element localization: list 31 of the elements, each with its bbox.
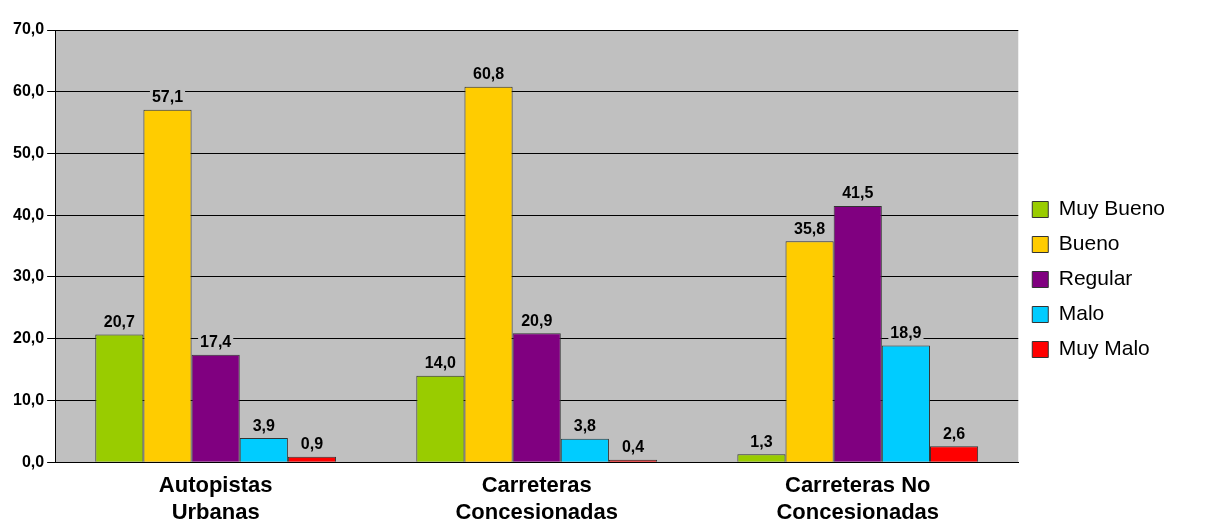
data-label: 57,1 <box>151 88 184 106</box>
x-tick-label: Carreteras No Concesionadas <box>776 472 940 524</box>
legend-label: Muy Malo <box>1058 336 1150 360</box>
legend-label: Malo <box>1058 301 1105 325</box>
data-label: 1,3 <box>750 432 773 450</box>
data-label: 20,9 <box>521 311 553 329</box>
data-label: 35,8 <box>794 219 826 237</box>
data-label: 0,4 <box>621 438 645 456</box>
y-tick-label: 0,0 <box>21 452 45 470</box>
legend-label: Bueno <box>1058 231 1120 255</box>
y-tick-label: 20,0 <box>13 329 45 347</box>
data-label: 14,0 <box>424 354 457 372</box>
legend-label: Regular <box>1058 266 1133 290</box>
y-tick-label: 30,0 <box>13 267 45 285</box>
data-label: 41,5 <box>842 184 874 202</box>
data-label: 2,6 <box>942 424 966 442</box>
y-tick-label: 70,0 <box>13 20 45 38</box>
data-label: 20,7 <box>103 312 136 330</box>
y-tick-label: 10,0 <box>13 390 45 408</box>
x-tick-label: Autopistas Urbanas <box>158 472 273 524</box>
x-tick-label: Carreteras Concesionadas <box>455 472 619 524</box>
data-label: 60,8 <box>472 65 505 83</box>
y-tick-label: 50,0 <box>13 143 45 161</box>
y-tick-label: 60,0 <box>13 82 45 100</box>
y-tick-label: 40,0 <box>13 205 45 223</box>
legend-label: Muy Bueno <box>1058 196 1165 220</box>
data-label: 3,9 <box>252 416 276 434</box>
data-label: 0,9 <box>300 435 324 453</box>
data-label: 18,9 <box>890 323 922 341</box>
data-label: 17,4 <box>200 333 232 351</box>
data-label: 3,8 <box>573 417 597 435</box>
